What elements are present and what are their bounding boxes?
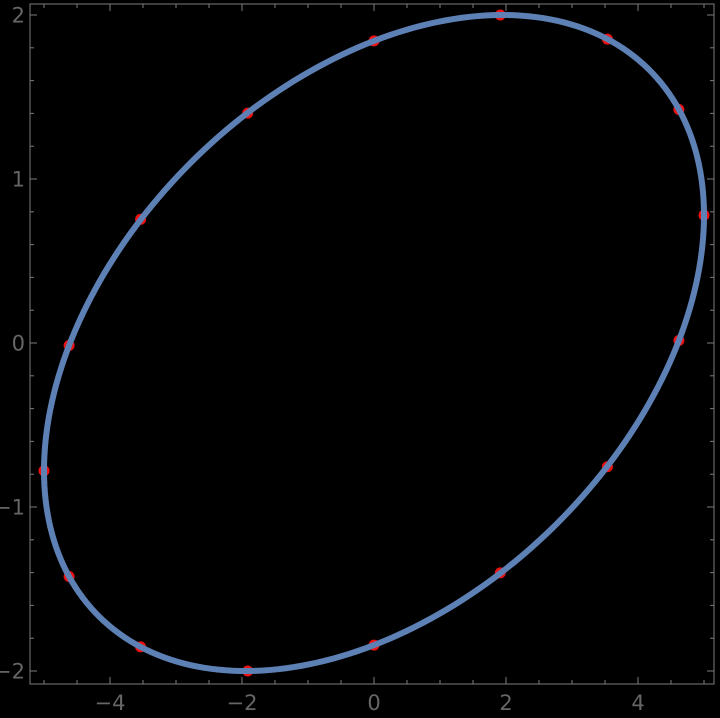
y-tick-label: −2 [0,660,25,684]
x-tick-label: −2 [227,691,258,715]
ellipse-curve [41,12,707,674]
plot-frame [29,3,715,685]
x-tick-label: 2 [499,691,512,715]
axis-tick-labels: −4 −2 0 2 4 −2 −1 0 1 2 [0,4,645,716]
y-tick-label: 0 [12,332,25,356]
y-tick-label: −1 [0,496,25,520]
x-tick-label: 0 [367,691,380,715]
x-tick-label: 4 [631,691,644,715]
y-tick-label: 1 [12,168,25,192]
axis-ticks [30,4,714,684]
x-tick-label: −4 [95,691,126,715]
y-tick-label: 2 [12,4,25,28]
